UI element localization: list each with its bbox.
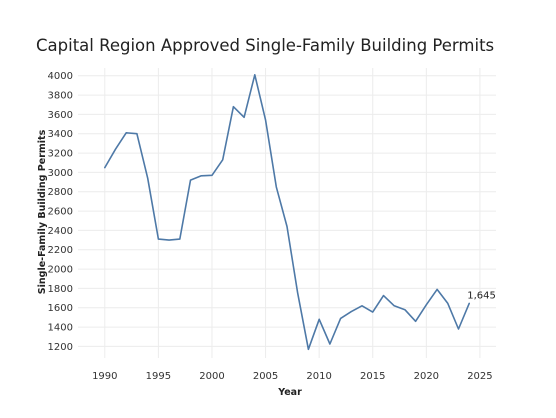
series-layer: [102, 72, 471, 352]
y-tick-label: 2000: [48, 265, 73, 276]
y-tick-label: 3400: [48, 129, 73, 140]
x-tick-label: 1995: [146, 371, 171, 382]
x-tick-label: 2005: [253, 371, 278, 382]
y-tick-label: 1800: [48, 284, 73, 295]
data-point[interactable]: [252, 72, 258, 78]
y-tick-label: 2400: [48, 226, 73, 237]
data-point[interactable]: [370, 309, 376, 315]
data-point[interactable]: [273, 184, 279, 190]
data-point[interactable]: [113, 146, 119, 152]
y-tick-label: 3000: [48, 168, 73, 179]
data-point[interactable]: [316, 316, 322, 322]
data-point[interactable]: [145, 175, 151, 181]
y-axis-ticks: 1200 1400 1600 1800 2000 2200 2400 2600 2800 3000…: [48, 71, 73, 353]
data-point[interactable]: [455, 326, 461, 332]
y-tick-label: 1200: [48, 342, 73, 353]
data-point[interactable]: [327, 341, 333, 347]
data-point[interactable]: [198, 173, 204, 179]
x-tick-label: 2010: [306, 371, 331, 382]
data-point[interactable]: [220, 157, 226, 163]
data-point[interactable]: [338, 315, 344, 321]
y-tick-label: 1600: [48, 303, 73, 314]
y-axis-title: Single-Family Building Permits: [37, 129, 48, 294]
data-point[interactable]: [423, 302, 429, 308]
data-point[interactable]: [295, 290, 301, 296]
data-point[interactable]: [188, 177, 194, 183]
chart-title: Capital Region Approved Single-Family Bu…: [36, 36, 495, 55]
data-point[interactable]: [134, 131, 140, 137]
data-point[interactable]: [177, 236, 183, 242]
y-tick-label: 3200: [48, 149, 73, 160]
data-point[interactable]: [209, 172, 215, 178]
data-point[interactable]: [445, 300, 451, 306]
data-point[interactable]: [348, 309, 354, 315]
data-point[interactable]: [402, 307, 408, 313]
y-tick-label: 3600: [48, 110, 73, 121]
data-point[interactable]: [284, 224, 290, 230]
y-tick-label: 4000: [48, 71, 73, 82]
y-tick-label: 2200: [48, 245, 73, 256]
data-point[interactable]: [102, 165, 108, 171]
gridlines: [78, 68, 496, 358]
data-point[interactable]: [413, 318, 419, 324]
data-point[interactable]: [434, 286, 440, 292]
data-point[interactable]: [380, 293, 386, 299]
x-tick-label: 2020: [414, 371, 439, 382]
data-point[interactable]: [155, 236, 161, 242]
x-tick-label: 1990: [92, 371, 117, 382]
data-label: 1,645: [467, 290, 496, 301]
series-line: [104, 74, 471, 351]
x-tick-label: 2015: [360, 371, 385, 382]
data-point[interactable]: [263, 117, 269, 123]
x-tick-label: 2025: [467, 371, 492, 382]
y-tick-label: 1400: [48, 323, 73, 334]
data-point[interactable]: [305, 346, 311, 352]
y-tick-label: 2600: [48, 207, 73, 218]
data-point[interactable]: [241, 114, 247, 120]
data-point[interactable]: [123, 130, 129, 136]
y-tick-label: 3800: [48, 91, 73, 102]
data-point[interactable]: [391, 303, 397, 309]
data-point[interactable]: [230, 104, 236, 110]
data-labels: 1,645: [467, 290, 496, 301]
x-axis-title: Year: [277, 387, 302, 398]
data-point[interactable]: [166, 237, 172, 243]
x-axis-ticks: 1990 1995 2000 2005 2010 2015 2020 2025: [92, 371, 493, 382]
data-point[interactable]: [359, 303, 365, 309]
y-tick-label: 2800: [48, 187, 73, 198]
x-tick-label: 2000: [199, 371, 224, 382]
